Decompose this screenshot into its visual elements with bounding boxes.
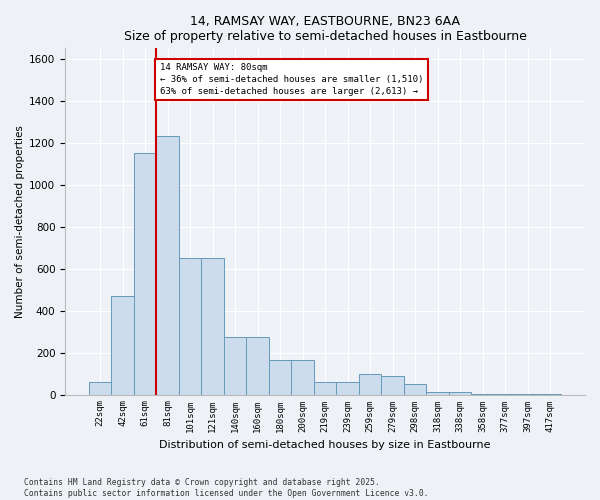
Bar [179,258,201,394]
Bar [269,360,292,394]
Bar [134,153,156,394]
Text: 14 RAMSAY WAY: 80sqm
← 36% of semi-detached houses are smaller (1,510)
63% of se: 14 RAMSAY WAY: 80sqm ← 36% of semi-detac… [160,63,423,96]
Bar [292,360,314,394]
Bar [111,296,134,394]
Y-axis label: Number of semi-detached properties: Number of semi-detached properties [15,125,25,318]
Bar [156,136,179,394]
X-axis label: Distribution of semi-detached houses by size in Eastbourne: Distribution of semi-detached houses by … [160,440,491,450]
Bar [224,337,247,394]
Bar [201,258,224,394]
Bar [427,392,449,394]
Bar [314,382,337,394]
Bar [359,374,382,394]
Text: Contains HM Land Registry data © Crown copyright and database right 2025.
Contai: Contains HM Land Registry data © Crown c… [24,478,428,498]
Bar [337,382,359,394]
Title: 14, RAMSAY WAY, EASTBOURNE, BN23 6AA
Size of property relative to semi-detached : 14, RAMSAY WAY, EASTBOURNE, BN23 6AA Siz… [124,15,527,43]
Bar [449,392,472,394]
Bar [89,382,111,394]
Bar [247,337,269,394]
Bar [382,376,404,394]
Bar [404,384,427,394]
